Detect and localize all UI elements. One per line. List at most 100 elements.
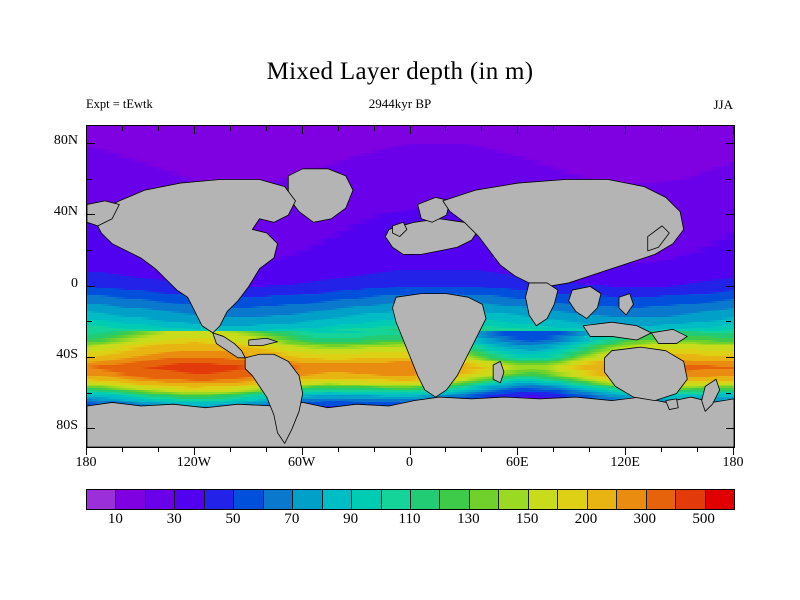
- coastline-overlay: [87, 168, 734, 447]
- x-axis-tick: [589, 126, 591, 131]
- colorbar-cell: [234, 490, 264, 509]
- y-axis-tick: [87, 321, 92, 323]
- colorbar-tick-label: 130: [457, 511, 480, 527]
- colorbar-cell: [322, 490, 353, 509]
- x-axis-tick: [193, 447, 195, 455]
- x-axis-tick: [121, 447, 123, 452]
- y-axis-label: 80N: [53, 132, 78, 148]
- x-axis-tick: [481, 447, 483, 452]
- colorbar-cell: [617, 490, 647, 509]
- colorbar-tick-label: 300: [633, 511, 657, 527]
- y-axis-tick: [87, 392, 92, 394]
- colorbar: [86, 489, 735, 510]
- x-axis-label: 60W: [288, 455, 316, 470]
- y-axis-tick: [726, 214, 734, 216]
- colorbar-cell: [499, 490, 529, 509]
- x-axis-tick: [301, 447, 303, 455]
- x-axis-tick: [445, 447, 447, 452]
- y-axis-tick: [726, 142, 734, 144]
- x-axis-tick: [697, 126, 699, 131]
- y-axis-tick: [726, 428, 734, 430]
- x-axis-tick: [121, 126, 123, 131]
- x-axis-tick: [86, 126, 87, 134]
- colorbar-cell: [175, 490, 205, 509]
- y-axis-label: 40S: [56, 346, 78, 362]
- x-axis-tick: [157, 447, 159, 452]
- colorbar-cell: [440, 490, 470, 509]
- x-axis-tick: [733, 447, 734, 455]
- y-axis-tick: [87, 214, 95, 216]
- colorbar-tick-label: 90: [343, 511, 359, 527]
- x-axis-tick: [193, 126, 195, 134]
- y-axis-tick: [726, 178, 731, 180]
- x-axis-tick: [265, 126, 267, 131]
- x-axis-tick: [337, 447, 339, 452]
- y-axis-tick: [726, 285, 734, 287]
- colorbar-tick-label: 50: [225, 511, 241, 527]
- colorbar-cell: [263, 490, 294, 509]
- y-axis-tick: [87, 178, 92, 180]
- x-axis-label: 60E: [506, 455, 529, 470]
- x-axis-tick: [625, 447, 627, 455]
- colorbar-tick-label: 150: [515, 511, 539, 527]
- x-axis-tick: [409, 126, 411, 134]
- colorbar-cell: [410, 490, 441, 509]
- y-axis-label: 0: [71, 275, 78, 291]
- x-axis-tick: [553, 447, 555, 452]
- x-axis-tick: [697, 447, 699, 452]
- colorbar-tick-label: 70: [284, 511, 300, 527]
- x-axis-tick: [733, 126, 734, 134]
- colorbar-tick-label: 30: [166, 511, 182, 527]
- colorbar-tick-label: 110: [398, 511, 421, 527]
- y-axis-label: 40N: [53, 204, 78, 220]
- colorbar-cell: [558, 490, 588, 509]
- y-axis-tick: [87, 285, 95, 287]
- x-axis-tick: [661, 447, 663, 452]
- colorbar-cell: [87, 490, 117, 509]
- season-label: JJA: [713, 97, 733, 112]
- x-axis-label: 180: [75, 455, 97, 470]
- y-axis-tick: [87, 249, 92, 251]
- subtitle: 2944kyr BP: [368, 96, 432, 111]
- x-axis-tick: [86, 447, 87, 455]
- x-axis-tick: [337, 126, 339, 131]
- x-axis-tick: [229, 126, 231, 131]
- x-axis-label: 0: [406, 455, 413, 470]
- colorbar-cell: [676, 490, 706, 509]
- x-axis-label: 120E: [610, 455, 640, 470]
- y-axis-tick: [726, 321, 731, 323]
- x-axis-tick: [373, 447, 375, 452]
- colorbar-tick-label: 500: [692, 511, 715, 527]
- colorbar-cell: [528, 490, 559, 509]
- page-title: Mixed Layer depth (in m): [266, 58, 534, 85]
- colorbar-labels: 10 30 50 70 90 110 130 150 200 300 500: [0, 511, 800, 535]
- x-axis-tick: [661, 126, 663, 131]
- x-axis-tick: [445, 126, 447, 131]
- map-plot-area: [86, 125, 735, 448]
- colorbar-cell: [204, 490, 235, 509]
- x-axis-tick: [625, 126, 627, 134]
- colorbar-tick-label: 10: [107, 511, 123, 527]
- x-axis-tick: [517, 126, 519, 134]
- colorbar-cell: [646, 490, 677, 509]
- y-axis-tick: [726, 356, 734, 358]
- colorbar-cell: [381, 490, 411, 509]
- y-axis-tick: [726, 392, 731, 394]
- experiment-label: Expt = tEwtk: [86, 97, 153, 111]
- y-axis-label: 80S: [56, 418, 78, 434]
- colorbar-cell: [705, 490, 734, 509]
- x-axis-tick: [373, 126, 375, 131]
- x-axis-tick: [157, 126, 159, 131]
- colorbar-cell: [145, 490, 176, 509]
- x-axis-tick: [589, 447, 591, 452]
- y-axis-tick: [87, 428, 95, 430]
- y-axis-tick: [87, 356, 95, 358]
- x-axis-tick: [481, 126, 483, 131]
- x-axis-label: 120W: [176, 455, 211, 470]
- colorbar-tick-label: 200: [574, 511, 598, 527]
- y-axis-tick: [87, 142, 95, 144]
- x-axis-tick: [229, 447, 231, 452]
- x-axis-tick: [301, 126, 303, 134]
- x-axis-tick: [553, 126, 555, 131]
- colorbar-cell: [469, 490, 500, 509]
